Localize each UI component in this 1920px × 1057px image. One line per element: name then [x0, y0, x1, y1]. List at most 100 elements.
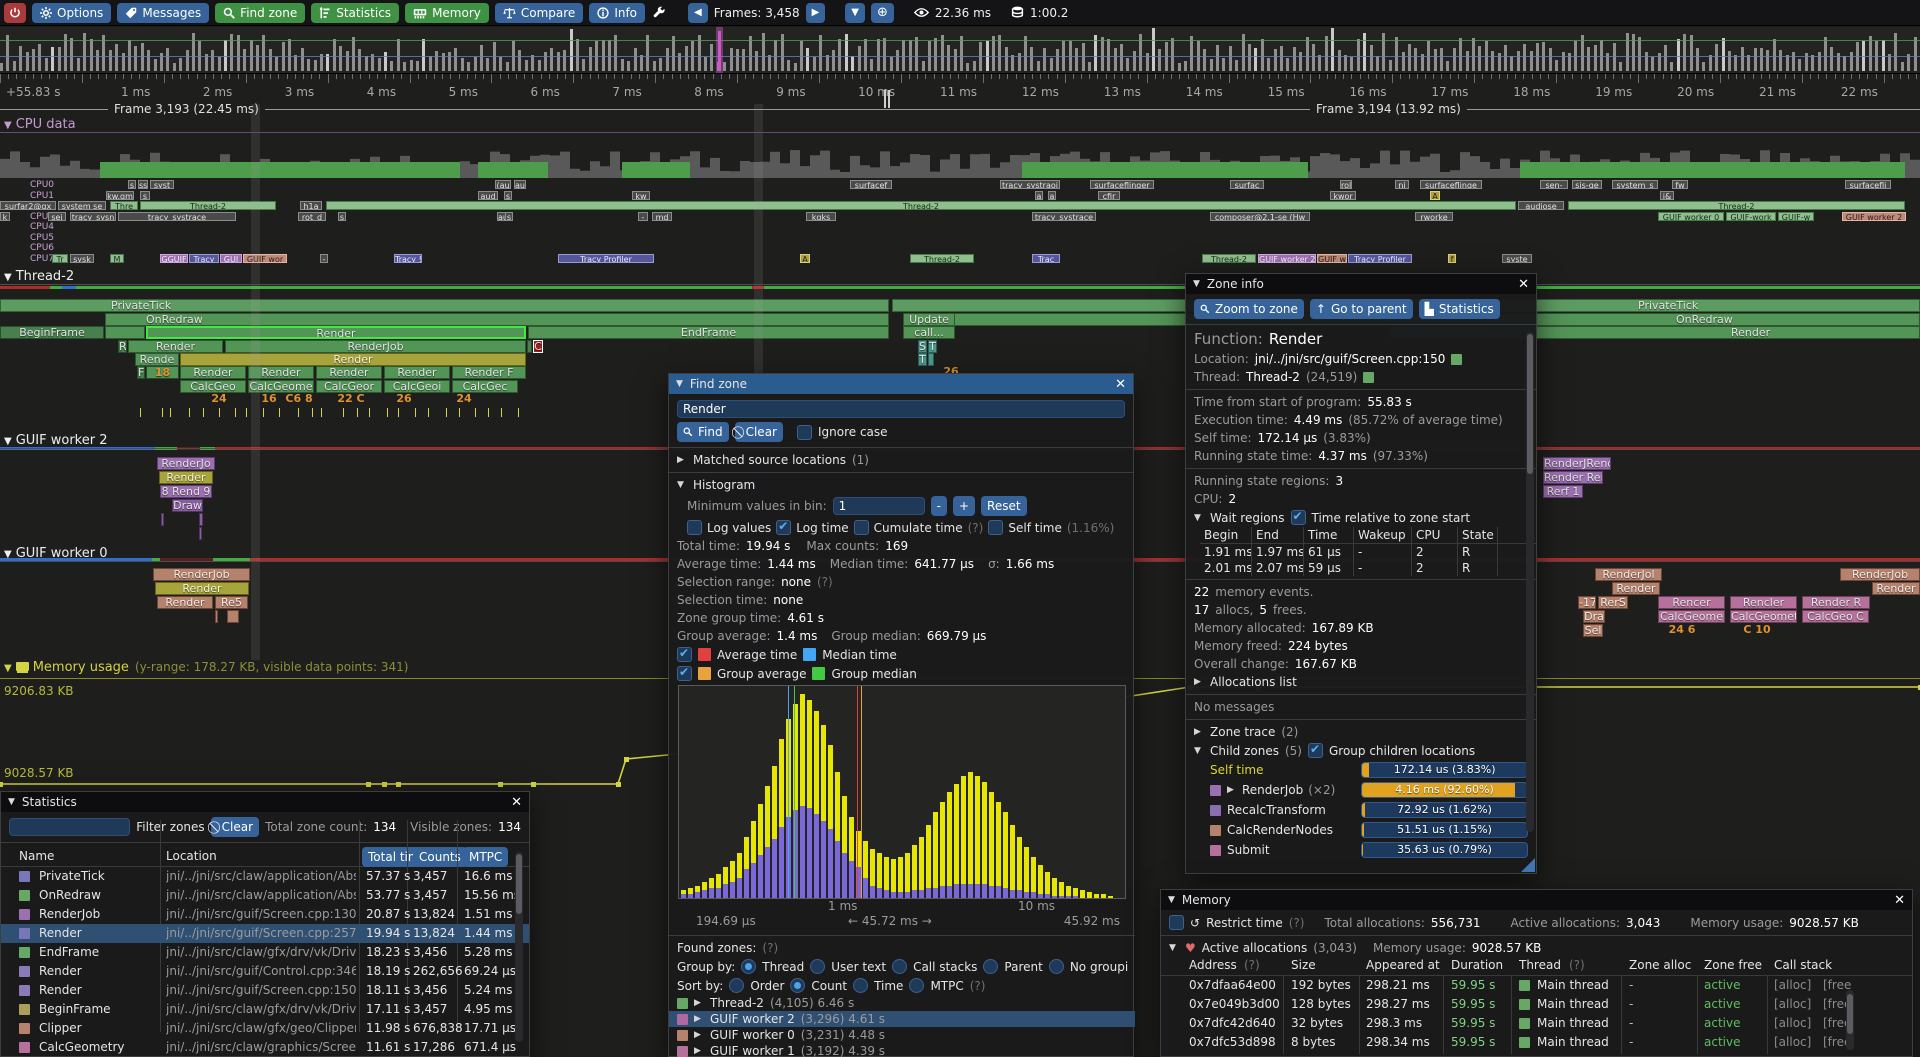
free-callstack[interactable]: [free [1823, 978, 1852, 992]
alloc-address[interactable]: 0x7dfaa64e00 [1189, 978, 1276, 992]
filter-input[interactable] [9, 818, 131, 836]
zone-22-c[interactable]: 22 C [337, 393, 365, 405]
zone-s[interactable]: S [918, 340, 927, 353]
next-frame-button[interactable]: ▶ [805, 2, 826, 23]
cpu-zone-chip[interactable]: Thread-2 [1202, 253, 1256, 263]
time-ruler[interactable]: +55.83 s 1 ms 2 ms 3 ms 4 ms 5 ms 6 ms 7 ms 8 ms… [0, 74, 1920, 102]
column-header-zone-alloc[interactable]: Zone alloc [1629, 958, 1692, 972]
self-time-checkbox[interactable] [988, 520, 1004, 535]
zoom-to-zone-button[interactable]: Zoom to zone [1194, 299, 1304, 319]
find-zone-button[interactable]: Find zone [215, 2, 306, 23]
collapse-icon[interactable]: ▼ [1194, 512, 1201, 523]
cpu-zone-chip[interactable]: s [505, 211, 513, 221]
collapse-icon[interactable]: ▼ [676, 379, 683, 389]
zone-render[interactable]: Render [157, 596, 213, 609]
zone-24[interactable]: 24 [456, 393, 472, 405]
cpu-zone-chip[interactable]: Thread-2 [326, 201, 1516, 210]
go-to-parent-button[interactable]: ↑ Go to parent [1309, 299, 1413, 319]
zone-name[interactable]: CalcGeometry [39, 1040, 125, 1054]
cpu-zone-chip[interactable]: s [504, 190, 512, 200]
decrement-button[interactable]: - [930, 496, 947, 516]
zone-name[interactable]: BeginFrame [39, 1002, 111, 1016]
column-header-size[interactable]: Size [1291, 958, 1316, 972]
increment-button[interactable]: + [952, 496, 976, 516]
cpu-zone-chip[interactable]: sen- [1540, 180, 1568, 189]
zone-sel[interactable]: Sel [1583, 624, 1603, 637]
cpu-zone-chip[interactable]: M [110, 253, 124, 263]
zone-call-[interactable]: call... [903, 326, 955, 339]
cpu-zone-chip[interactable]: i& [1660, 190, 1674, 200]
found-group-row[interactable]: ▶ GUIF worker 2 (3,296) 4.61 s [669, 1011, 1135, 1027]
cpu-zone-chip[interactable]: surfacef [850, 180, 892, 189]
cpu-zone-chip[interactable]: syste [1502, 253, 1532, 263]
found-group-row[interactable]: ▶ Thread-2 (4,105) 6.46 s [669, 995, 1135, 1011]
group-by-radio[interactable] [983, 959, 999, 974]
cpu-zone-chip[interactable]: - [638, 211, 648, 221]
cpu-zone-chip[interactable]: GUIF wor [243, 253, 287, 263]
zone-renderjrend[interactable]: RenderJRend [1543, 457, 1611, 470]
column-header-call-stack[interactable]: Call stack [1774, 958, 1833, 972]
cpu-zone-chip[interactable]: Tracy Profiler [1348, 253, 1412, 263]
expand-icon[interactable]: ▶ [694, 1030, 701, 1040]
cpu-zone-chip[interactable]: (au [495, 180, 511, 189]
free-callstack[interactable]: [free [1823, 1016, 1852, 1030]
cpu-zone-chip[interactable]: ni [1395, 180, 1409, 189]
zone-color-swatch[interactable] [19, 1023, 30, 1034]
zone-rers[interactable]: RerS [1598, 596, 1628, 609]
zone-sliver[interactable] [928, 353, 934, 366]
zone-render[interactable]: Render [1872, 582, 1920, 595]
zone-info-titlebar[interactable]: ▼ Zone info ✕ [1186, 274, 1536, 294]
cpu-zone-chip[interactable]: au [514, 180, 526, 189]
cpu-zone-chip[interactable]: s [338, 211, 346, 221]
frame-time-graph[interactable] [0, 27, 1920, 74]
zone-color-swatch[interactable] [19, 985, 30, 996]
zone-sliver[interactable] [215, 610, 218, 623]
zone-color-swatch[interactable] [19, 928, 30, 939]
alloc-callstack[interactable]: [alloc] [1774, 1035, 1812, 1049]
expand-icon[interactable]: ▶ [1194, 677, 1201, 687]
zone-color-swatch[interactable] [19, 890, 30, 901]
cpu-zone-chip[interactable]: GUIF worker 2 [1258, 253, 1316, 263]
collapse-icon[interactable]: ▼ [1193, 279, 1200, 289]
zone-re5[interactable]: Re5 [215, 596, 248, 609]
zone-16[interactable]: 16 [261, 393, 277, 405]
zone-render[interactable]: Render [180, 353, 526, 366]
zone-26[interactable]: 26 [396, 393, 412, 405]
allocation-row[interactable]: 0x7dfaa64e00 192 bytes 298.21 ms 59.95 s Mai… [1161, 976, 1912, 995]
table-row[interactable]: Render jni/../jni/src/guif/Screen.cpp:257… [1, 924, 529, 943]
frame-label-left[interactable]: Frame 3,193 (22.45 ms) [108, 102, 265, 116]
scrollbar[interactable] [1526, 332, 1534, 832]
zone-name[interactable]: Render [39, 983, 82, 997]
reset-button[interactable]: Reset [981, 496, 1027, 516]
zone-26[interactable]: 26 [943, 366, 959, 378]
options-button[interactable]: Options [32, 2, 112, 23]
zone-name[interactable]: Render [39, 964, 82, 978]
cpu-zone-chip[interactable]: a [1048, 190, 1056, 200]
source-color-swatch[interactable] [1451, 353, 1463, 365]
cpu-zone-chip[interactable]: GUI [220, 253, 242, 263]
column-header-duration[interactable]: Duration [1451, 958, 1504, 972]
free-callstack[interactable]: [free [1823, 1035, 1852, 1049]
zone-t[interactable]: T [928, 340, 937, 353]
zone-r[interactable]: R [118, 340, 127, 353]
min-bin-input[interactable]: 1 [832, 497, 925, 515]
found-group-row[interactable]: ▶ GUIF worker 0 (3,231) 4.48 s [669, 1027, 1135, 1043]
expand-icon[interactable]: ▶ [694, 1014, 701, 1024]
cpu-zone-chip[interactable]: surfac [1230, 180, 1264, 189]
zone-rencer[interactable]: Rencer [1658, 596, 1725, 609]
zone-sliver[interactable] [199, 513, 203, 526]
cpu-zone-chip[interactable]: Tracy [189, 253, 219, 263]
zone-calcgeoi[interactable]: CalcGeoi [384, 380, 450, 393]
allocation-row[interactable]: 0x7dfc53d898 8 bytes 298.34 ms 59.95 s Main … [1161, 1033, 1912, 1052]
zone-name[interactable]: EndFrame [39, 945, 100, 959]
cpu-zone-chip[interactable]: system_s [1612, 180, 1658, 189]
cumulate-time-checkbox[interactable] [853, 520, 869, 535]
zone-rencler[interactable]: Rencler [1730, 596, 1797, 609]
scrollbar[interactable] [515, 852, 523, 1042]
cpu-data-header[interactable]: ▼ CPU data [4, 117, 76, 132]
cpu-zone-chip[interactable]: composer@2.1-se (Hw [1210, 211, 1310, 221]
collapse-icon[interactable]: ▼ [677, 480, 684, 490]
cpu-zone-chip[interactable]: Tracy Profiler [558, 253, 654, 263]
cpu-zone-chip[interactable]: sysk [70, 253, 94, 263]
zone-render[interactable]: Render [248, 366, 314, 379]
